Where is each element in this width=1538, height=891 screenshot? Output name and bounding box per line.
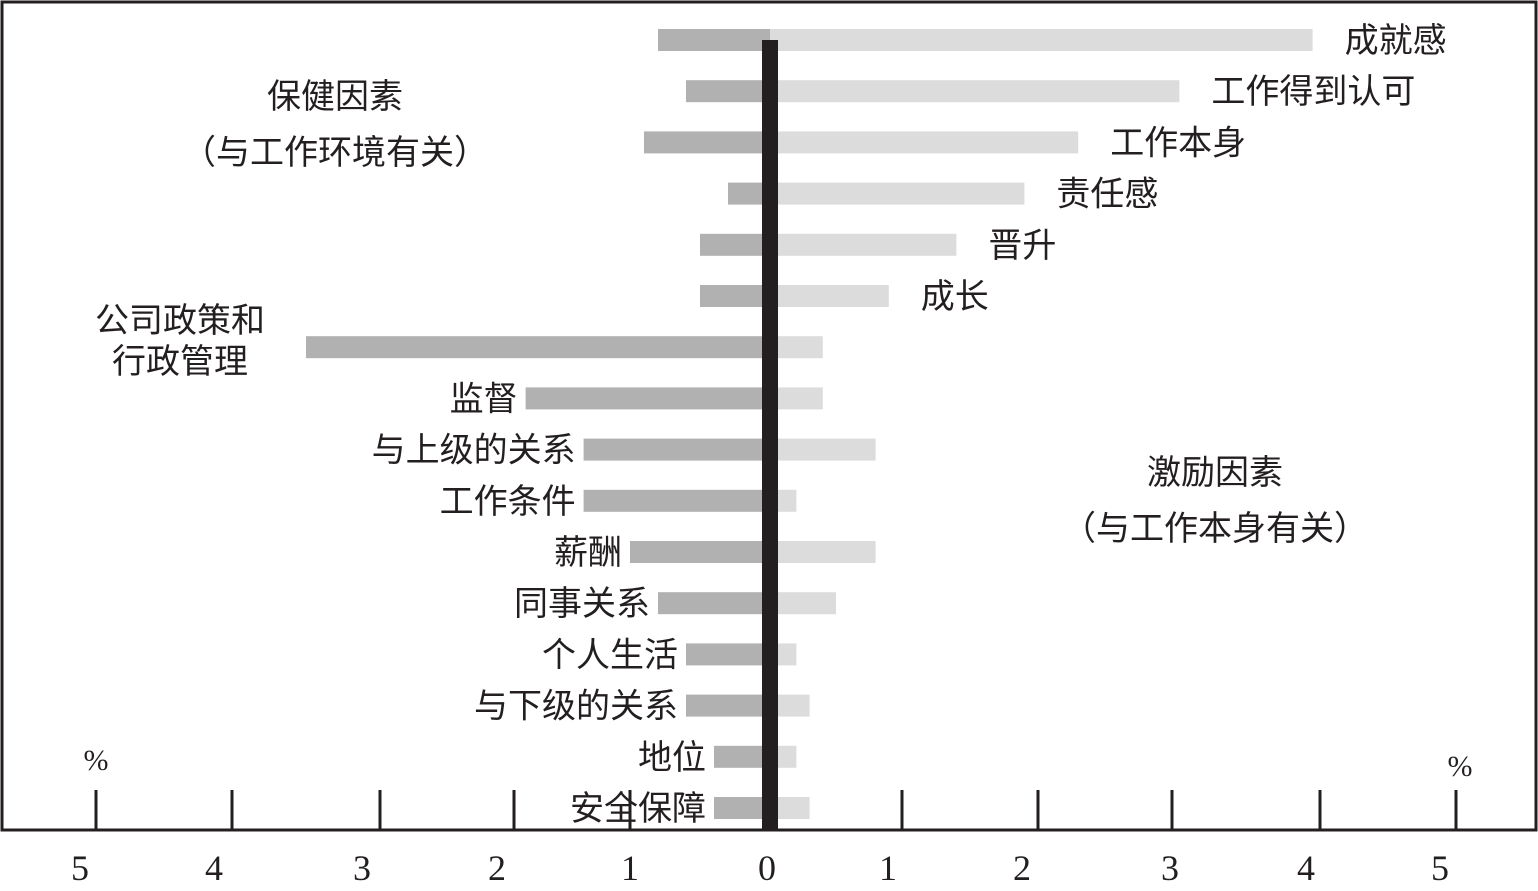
x-tick-label: 1 xyxy=(879,848,897,888)
factor-label: 公司政策和 xyxy=(95,301,265,341)
hygiene-bar xyxy=(630,541,770,563)
motivator-bar xyxy=(770,438,876,461)
hygiene-bar xyxy=(686,694,770,717)
hygiene-bar xyxy=(658,592,770,615)
motivator-bar xyxy=(770,29,1313,51)
hygiene-bar xyxy=(306,336,770,359)
factor-label: 工作得到认可 xyxy=(1211,72,1415,112)
factor-label: 与下级的关系 xyxy=(474,687,678,727)
hygiene-group-label: （与工作环境有关） xyxy=(182,133,488,173)
hygiene-bar xyxy=(714,745,770,768)
x-tick-label: 3 xyxy=(353,848,371,888)
hygiene-bar xyxy=(728,182,770,205)
x-unit-label: % xyxy=(84,744,109,777)
hygiene-bar xyxy=(686,80,770,103)
factor-label: 工作本身 xyxy=(1110,123,1246,163)
motivator-group-label: 激励因素 xyxy=(1147,453,1283,493)
x-unit-label: % xyxy=(1448,750,1473,783)
factor-label: 责任感 xyxy=(1056,175,1158,215)
x-tick-label: 5 xyxy=(71,848,89,888)
factor-label: 晋升 xyxy=(988,226,1056,266)
motivator-bar xyxy=(770,131,1079,154)
motivator-bar xyxy=(770,592,836,615)
x-tick-label: 4 xyxy=(1297,848,1315,888)
x-tick-label: 4 xyxy=(205,848,223,888)
motivator-bar xyxy=(770,387,823,410)
motivator-bar xyxy=(770,336,823,359)
motivator-bar xyxy=(770,80,1180,103)
factor-label: 监督 xyxy=(450,379,518,419)
hygiene-bar xyxy=(700,233,770,256)
motivator-bar xyxy=(770,797,810,819)
hygiene-group-label: 保健因素 xyxy=(267,77,403,117)
hygiene-bar xyxy=(583,489,770,512)
x-tick-label: 3 xyxy=(1161,848,1179,888)
hygiene-bar xyxy=(686,643,770,666)
x-tick-label: 5 xyxy=(1431,848,1449,888)
factor-label: 薪酬 xyxy=(554,533,622,573)
factor-label: 行政管理 xyxy=(112,342,248,382)
hygiene-bar xyxy=(714,797,770,819)
hygiene-bar xyxy=(700,285,770,307)
factor-label: 个人生活 xyxy=(542,635,678,675)
hygiene-bar xyxy=(583,438,770,461)
factor-label: 地位 xyxy=(638,738,706,778)
factor-label: 与上级的关系 xyxy=(372,431,576,471)
motivator-bar xyxy=(770,694,810,717)
hygiene-bar xyxy=(644,131,770,154)
factor-label: 成长 xyxy=(921,277,989,317)
motivator-bar xyxy=(770,541,876,563)
x-tick-label: 0 xyxy=(758,848,776,888)
x-tick-label: 2 xyxy=(1013,848,1031,888)
motivator-bar xyxy=(770,233,957,256)
factor-label: 成就感 xyxy=(1345,21,1447,61)
zero-axis xyxy=(762,40,778,830)
motivator-group-label: （与工作本身有关） xyxy=(1062,509,1368,549)
hygiene-bar xyxy=(658,29,770,51)
factor-label: 同事关系 xyxy=(514,584,650,624)
x-tick-label: 2 xyxy=(488,848,506,888)
factor-label: 安全保障 xyxy=(570,789,706,829)
factor-label: 工作条件 xyxy=(440,482,576,522)
hygiene-bar xyxy=(525,387,770,410)
motivator-bar xyxy=(770,285,889,307)
motivator-bar xyxy=(770,182,1025,205)
x-tick-label: 1 xyxy=(621,848,639,888)
